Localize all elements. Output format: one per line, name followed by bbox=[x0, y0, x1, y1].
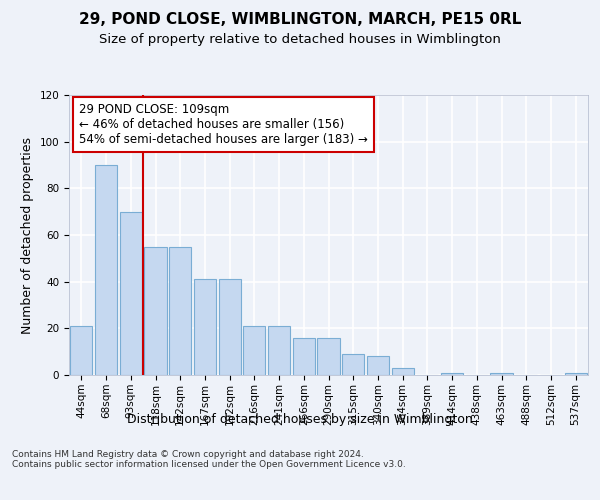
Bar bbox=[565, 372, 587, 375]
Bar bbox=[392, 368, 414, 375]
Bar bbox=[367, 356, 389, 375]
Bar bbox=[169, 246, 191, 375]
Bar bbox=[95, 165, 117, 375]
Bar bbox=[490, 372, 512, 375]
Bar bbox=[441, 372, 463, 375]
Y-axis label: Number of detached properties: Number of detached properties bbox=[21, 136, 34, 334]
Bar bbox=[317, 338, 340, 375]
Bar bbox=[119, 212, 142, 375]
Bar bbox=[218, 280, 241, 375]
Bar bbox=[268, 326, 290, 375]
Text: 29 POND CLOSE: 109sqm
← 46% of detached houses are smaller (156)
54% of semi-det: 29 POND CLOSE: 109sqm ← 46% of detached … bbox=[79, 104, 368, 146]
Bar bbox=[342, 354, 364, 375]
Text: 29, POND CLOSE, WIMBLINGTON, MARCH, PE15 0RL: 29, POND CLOSE, WIMBLINGTON, MARCH, PE15… bbox=[79, 12, 521, 28]
Text: Contains HM Land Registry data © Crown copyright and database right 2024.
Contai: Contains HM Land Registry data © Crown c… bbox=[12, 450, 406, 469]
Text: Distribution of detached houses by size in Wimblington: Distribution of detached houses by size … bbox=[127, 412, 473, 426]
Bar bbox=[293, 338, 315, 375]
Bar bbox=[145, 246, 167, 375]
Bar bbox=[194, 280, 216, 375]
Bar bbox=[70, 326, 92, 375]
Text: Size of property relative to detached houses in Wimblington: Size of property relative to detached ho… bbox=[99, 32, 501, 46]
Bar bbox=[243, 326, 265, 375]
